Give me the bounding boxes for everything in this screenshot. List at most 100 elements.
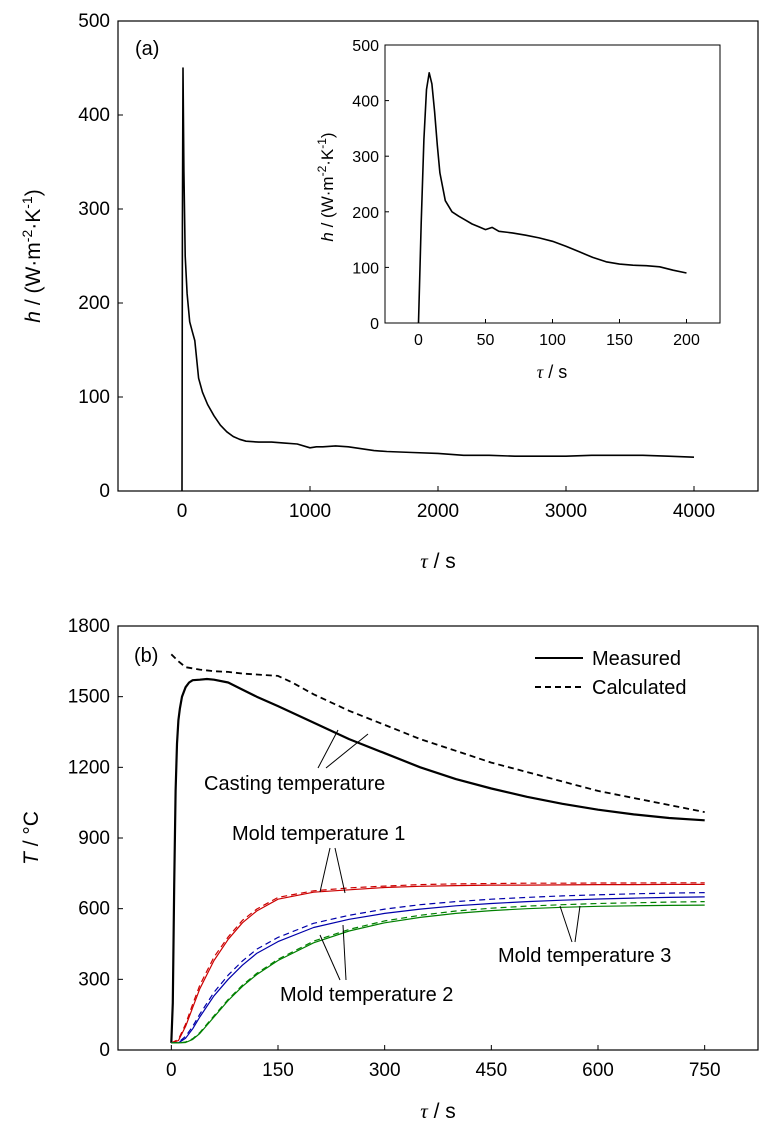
- inset-y-symbol: h: [318, 232, 337, 241]
- b-y-tick-label: 600: [78, 899, 110, 920]
- legend-measured-label: Measured: [592, 648, 681, 670]
- panel-b-x-symbol: τ: [420, 1099, 429, 1123]
- a-y-tick-label: 400: [78, 105, 110, 126]
- panel-b-x-unit: / s: [428, 1100, 456, 1123]
- mold3-calculated-curve: [171, 901, 705, 1044]
- b-x-tick-label: 150: [262, 1060, 294, 1081]
- mold3-measured-curve: [171, 904, 705, 1044]
- inset-x-axis-label: τ / s: [537, 362, 567, 382]
- panel-b-x-ticks: 0 150 300 450 600 750: [166, 1045, 721, 1081]
- b-x-tick-label: 600: [582, 1060, 614, 1081]
- a-x-tick-label: 0: [177, 501, 188, 522]
- arrow-mold2-2: [342, 924, 347, 981]
- i-y-tick-label: 500: [352, 38, 379, 55]
- annotation-casting-temperature: Casting temperature: [204, 773, 385, 795]
- panel-a-y-unit: / (W·m: [22, 242, 45, 311]
- inset-y-end: ): [318, 132, 337, 138]
- panel-a-y-end: ): [22, 189, 45, 196]
- arrow-mold3-2: [574, 905, 581, 943]
- panel-a-x-ticks: 0 1000 2000 3000 4000: [177, 486, 715, 522]
- annotation-mold-temperature-2: Mold temperature 2: [280, 984, 453, 1006]
- panel-a-frame: [117, 20, 759, 492]
- a-x-tick-label: 2000: [417, 501, 459, 522]
- b-y-tick-label: 1800: [68, 616, 110, 637]
- a-y-tick-label: 0: [99, 481, 110, 502]
- inset-y-unit: / (W·m: [318, 176, 337, 232]
- panel-b-x-axis-label: τ / s: [420, 1099, 456, 1123]
- i-y-tick-label: 400: [352, 94, 379, 111]
- i-x-tick-label: 0: [414, 332, 423, 349]
- a-x-tick-label: 3000: [545, 501, 587, 522]
- i-x-tick-label: 100: [539, 332, 566, 349]
- inset: 0 50 100 150 200 0 100 200 300 400 500 τ / s h / …: [315, 38, 721, 382]
- panel-b-y-symbol: T: [20, 850, 43, 865]
- a-y-tick-label: 100: [78, 387, 110, 408]
- arrow-mold1-1: [319, 847, 331, 893]
- arrow-casting-2: [325, 733, 369, 769]
- panel-a-y-axis-label: h / (W·m-2·K-1): [19, 189, 45, 322]
- inset-y-mid: ·K: [318, 148, 337, 166]
- i-y-tick-label: 0: [370, 316, 379, 333]
- panel-b: (b) 0 150 300 450 600 750 0 300 600 900 1200 1500 1…: [20, 616, 759, 1123]
- i-x-tick-label: 50: [477, 332, 495, 349]
- inset-y-exp1: -2: [315, 165, 329, 176]
- mold2-measured-curve: [171, 896, 705, 1044]
- b-x-tick-label: 450: [475, 1060, 507, 1081]
- panel-a-y-mid: ·K: [22, 209, 45, 230]
- b-y-tick-label: 1500: [68, 687, 110, 708]
- panel-a-series: [181, 67, 695, 492]
- panel-b-y-unit: / °C: [20, 811, 43, 852]
- panel-b-annotations: Casting temperature Mold temperature 1 M…: [204, 729, 671, 1006]
- panel-a-x-axis-label: τ / s: [420, 549, 456, 573]
- b-x-tick-label: 750: [689, 1060, 721, 1081]
- panel-b-y-axis-label: T / °C: [20, 811, 43, 865]
- inset-series: [417, 72, 687, 324]
- i-y-tick-label: 300: [352, 149, 379, 166]
- a-x-tick-label: 4000: [673, 501, 715, 522]
- inset-frame: [384, 44, 721, 324]
- mold1-measured-curve: [171, 883, 705, 1044]
- panel-a-x-unit: / s: [428, 550, 456, 573]
- b-x-tick-label: 0: [166, 1060, 177, 1081]
- mold1-calculated-curve: [171, 882, 705, 1044]
- inset-y-axis-label: h / (W·m-2·K-1): [315, 132, 337, 241]
- mold2-calculated-curve: [171, 892, 705, 1044]
- panel-b-label: (b): [134, 645, 158, 667]
- inset-x-unit: / s: [543, 362, 567, 382]
- b-y-tick-label: 300: [78, 969, 110, 990]
- panel-a-y-exp2: -1: [19, 196, 35, 209]
- b-y-tick-label: 900: [78, 828, 110, 849]
- a-x-tick-label: 1000: [289, 501, 331, 522]
- panel-a-label: (a): [135, 38, 159, 60]
- arrow-casting-1: [317, 729, 339, 769]
- a-y-tick-label: 500: [78, 11, 110, 32]
- casting-measured-curve: [170, 677, 705, 1043]
- panel-b-y-ticks: 0 300 600 900 1200 1500 1800: [68, 616, 123, 1061]
- legend-calculated-label: Calculated: [592, 677, 687, 699]
- panel-a-y-symbol: h: [22, 311, 45, 323]
- a-y-tick-label: 200: [78, 293, 110, 314]
- i-x-tick-label: 150: [606, 332, 633, 349]
- i-y-tick-label: 200: [352, 205, 379, 222]
- inset-y-exp2: -1: [315, 138, 329, 149]
- b-x-tick-label: 300: [369, 1060, 401, 1081]
- h-curve-main: [181, 67, 695, 492]
- inset-y-ticks: 0 100 200 300 400 500: [352, 38, 389, 333]
- panel-a-y-ticks: 0 100 200 300 400 500: [78, 11, 123, 502]
- panel-b-legend: Measured Calculated: [535, 648, 687, 699]
- inset-x-ticks: 0 50 100 150 200: [414, 319, 700, 349]
- arrow-mold2-1: [319, 934, 341, 981]
- panel-a-y-exp1: -2: [19, 230, 35, 243]
- casting-calculated-curve: [170, 653, 705, 813]
- arrow-mold1-2: [334, 847, 346, 894]
- h-curve-inset: [417, 72, 687, 324]
- panel-b-series: [170, 653, 705, 1044]
- arrow-mold3-1: [559, 905, 573, 943]
- b-y-tick-label: 0: [99, 1040, 110, 1061]
- i-y-tick-label: 100: [352, 260, 379, 277]
- panel-a-x-symbol: τ: [420, 549, 429, 573]
- inset-x-symbol: τ: [537, 362, 544, 382]
- annotation-mold-temperature-3: Mold temperature 3: [498, 945, 671, 967]
